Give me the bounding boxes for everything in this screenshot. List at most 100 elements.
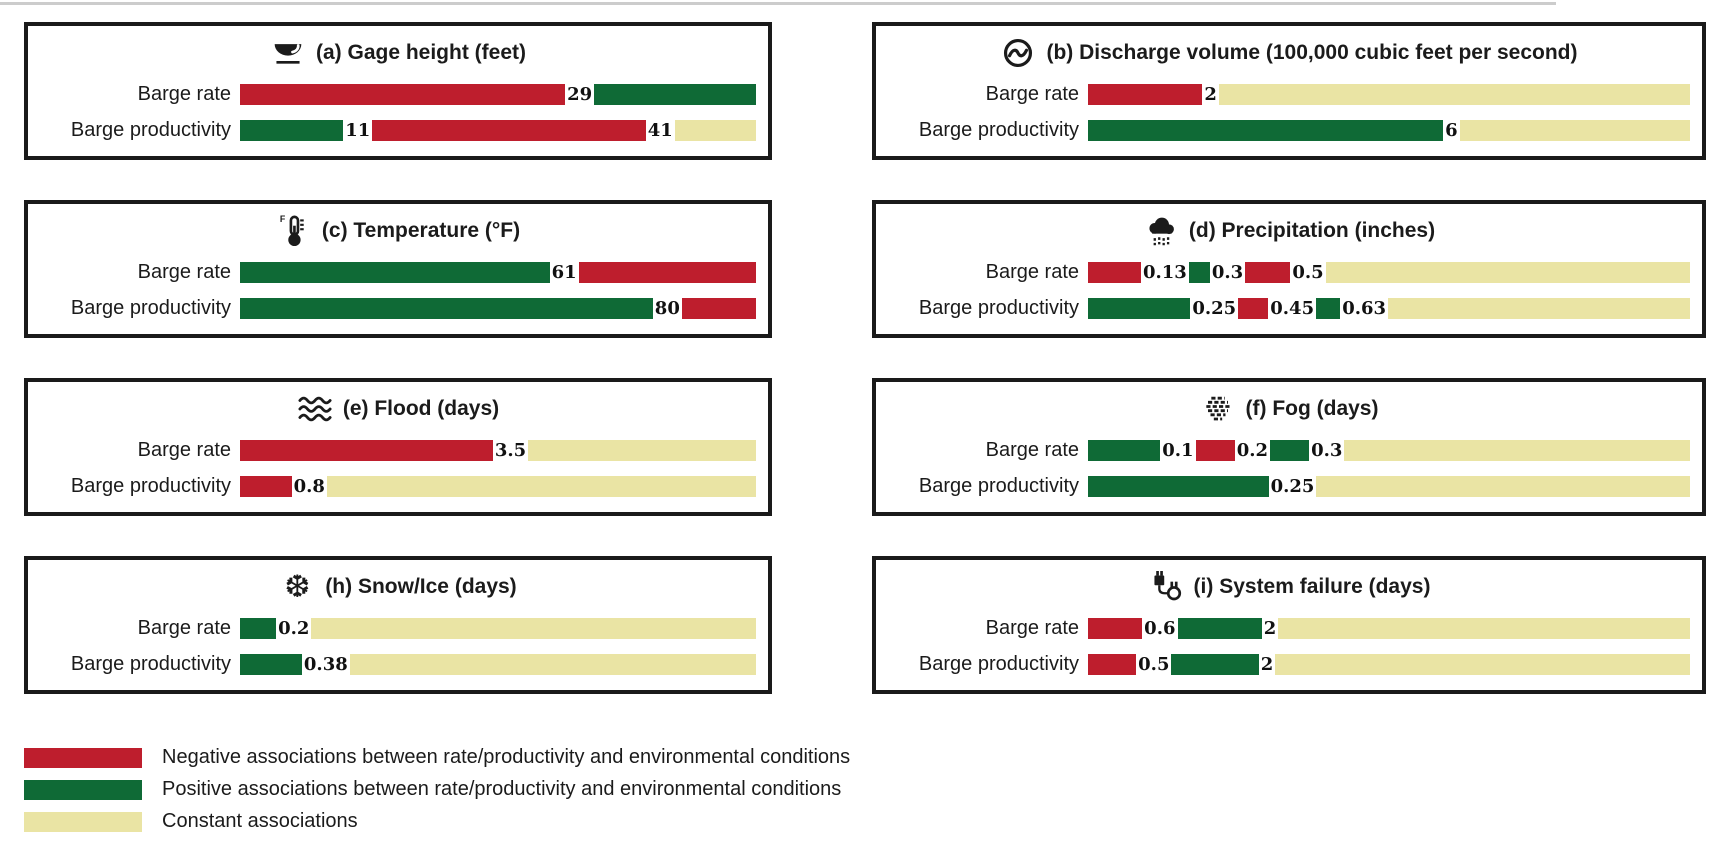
stacked-bar: 0.2 — [240, 617, 756, 639]
figure-top-rule — [0, 2, 1556, 5]
water-gauge-icon — [270, 34, 306, 72]
association-figure: (a) Gage height (feet) Barge rate 29 Bar… — [24, 22, 1706, 833]
bar-segment-negative — [1088, 261, 1141, 283]
bar-segment-constant — [1316, 475, 1690, 497]
row-label: Barge rate — [985, 82, 1079, 105]
plug-icon — [1148, 568, 1184, 606]
bar-segment-positive — [240, 261, 550, 283]
bar-segment-positive — [240, 653, 302, 675]
positive-swatch — [24, 779, 142, 800]
bar-segment-negative — [1088, 617, 1143, 639]
bar-segment-constant — [311, 617, 756, 639]
segment-value-label: 0.5 — [1138, 653, 1170, 675]
legend-label: Constant associations — [162, 810, 358, 832]
bar-row: Barge rate 29 — [28, 76, 768, 112]
bar-row: Barge rate 61 — [28, 254, 768, 290]
panel-discharge-volume: (b) Discharge volume (100,000 cubic feet… — [872, 22, 1706, 160]
segment-value-label: 29 — [567, 83, 593, 105]
bar-segment-positive — [1088, 439, 1161, 461]
segment-value-label: 11 — [345, 119, 371, 141]
bar-segment-positive — [1270, 439, 1310, 461]
bar-segment-constant — [1344, 439, 1690, 461]
bar-row: Barge productivity 0.25 0.45 0.63 — [876, 290, 1702, 326]
stacked-bar: 0.8 — [240, 475, 756, 497]
bar-segment-positive — [240, 119, 344, 141]
row-label: Barge productivity — [918, 296, 1079, 319]
stacked-bar: 11 41 — [240, 119, 756, 141]
panel-title: (e) Flood (days) — [28, 386, 768, 432]
panel-title-text: (b) Discharge volume (100,000 cubic feet… — [1046, 41, 1578, 64]
stacked-bar: 0.13 0.3 0.5 — [1088, 261, 1690, 283]
panel-title-text: (i) System failure (days) — [1193, 575, 1431, 598]
legend: Negative associations between rate/produ… — [24, 746, 1706, 833]
bar-segment-positive — [240, 297, 653, 319]
rain-cloud-icon — [1143, 212, 1179, 250]
segment-value-label: 0.25 — [1192, 297, 1237, 319]
bar-segment-constant — [1278, 617, 1690, 639]
bar-segment-constant — [1218, 83, 1690, 105]
row-label: Barge productivity — [70, 652, 231, 675]
panel-title: (b) Discharge volume (100,000 cubic feet… — [876, 30, 1702, 76]
row-label: Barge productivity — [918, 652, 1079, 675]
constant-swatch — [24, 811, 142, 832]
panel-precipitation: (d) Precipitation (inches) Barge rate 0.… — [872, 200, 1706, 338]
stacked-bar: 0.1 0.2 0.3 — [1088, 439, 1690, 461]
legend-item-constant: Constant associations — [24, 810, 1706, 833]
bar-segment-positive — [1088, 475, 1269, 497]
legend-label: Positive associations between rate/produ… — [162, 778, 842, 800]
segment-value-label: 0.5 — [1292, 261, 1324, 283]
row-label: Barge rate — [985, 616, 1079, 639]
bar-segment-negative — [240, 83, 566, 105]
bar-row: Barge rate 0.2 — [28, 610, 768, 646]
panel-title: (a) Gage height (feet) — [28, 30, 768, 76]
row-label: Barge productivity — [70, 296, 231, 319]
bar-row: Barge rate 0.13 0.3 0.5 — [876, 254, 1702, 290]
panel-title-text: (f) Fog (days) — [1245, 397, 1379, 420]
bar-segment-positive — [1171, 653, 1259, 675]
snowflake-icon: ❆ — [284, 568, 311, 605]
panel-title-text: (c) Temperature (°F) — [321, 219, 521, 242]
legend-label: Negative associations between rate/produ… — [162, 746, 851, 768]
bar-row: Barge productivity 80 — [28, 290, 768, 326]
panel-temperature: F (c) Temperature (°F) Barge rate 61 Bar… — [24, 200, 772, 338]
row-label: Barge rate — [985, 438, 1079, 461]
panel-gage-height: (a) Gage height (feet) Barge rate 29 Bar… — [24, 22, 772, 160]
bar-row: Barge productivity 11 41 — [28, 112, 768, 148]
panel-row-1: (a) Gage height (feet) Barge rate 29 Bar… — [24, 22, 1706, 160]
row-label: Barge productivity — [70, 474, 231, 497]
stacked-bar: 0.6 2 — [1088, 617, 1690, 639]
bar-row: Barge rate 0.1 0.2 0.3 — [876, 432, 1702, 468]
segment-value-label: 41 — [647, 119, 673, 141]
bar-segment-constant — [349, 653, 756, 675]
bar-row: Barge productivity 0.25 — [876, 468, 1702, 504]
bar-segment-constant — [1388, 297, 1690, 319]
row-label: Barge rate — [137, 616, 231, 639]
segment-value-label: 0.45 — [1270, 297, 1315, 319]
segment-value-label: 0.2 — [1236, 439, 1269, 461]
segment-value-label: 0.13 — [1142, 261, 1187, 283]
panel-title: (i) System failure (days) — [876, 564, 1702, 610]
bar-segment-positive — [1177, 617, 1262, 639]
negative-swatch — [24, 747, 142, 768]
bar-row: Barge rate 3.5 — [28, 432, 768, 468]
bar-segment-positive — [1188, 261, 1210, 283]
segment-value-label: 2 — [1260, 653, 1274, 675]
bar-segment-constant — [674, 119, 756, 141]
panel-title-text: (d) Precipitation (inches) — [1188, 219, 1436, 242]
panel-fog: (f) Fog (days) Barge rate 0.1 0.2 0.3 Barg… — [872, 378, 1706, 516]
fog-icon — [1200, 390, 1236, 428]
bar-segment-positive — [594, 83, 756, 105]
row-label: Barge productivity — [918, 118, 1079, 141]
stacked-bar: 0.25 — [1088, 475, 1690, 497]
segment-value-label: 2 — [1263, 617, 1277, 639]
row-label: Barge rate — [137, 438, 231, 461]
bar-segment-negative — [240, 439, 493, 461]
waves-icon — [297, 390, 333, 428]
segment-value-label: 0.6 — [1144, 617, 1176, 639]
panel-row-2: F (c) Temperature (°F) Barge rate 61 Bar… — [24, 200, 1706, 338]
segment-value-label: 0.63 — [1342, 297, 1387, 319]
bar-row: Barge productivity 0.5 2 — [876, 646, 1702, 682]
panel-title-text: (e) Flood (days) — [342, 397, 500, 420]
segment-value-label: 0.2 — [278, 617, 310, 639]
row-label: Barge rate — [137, 260, 231, 283]
